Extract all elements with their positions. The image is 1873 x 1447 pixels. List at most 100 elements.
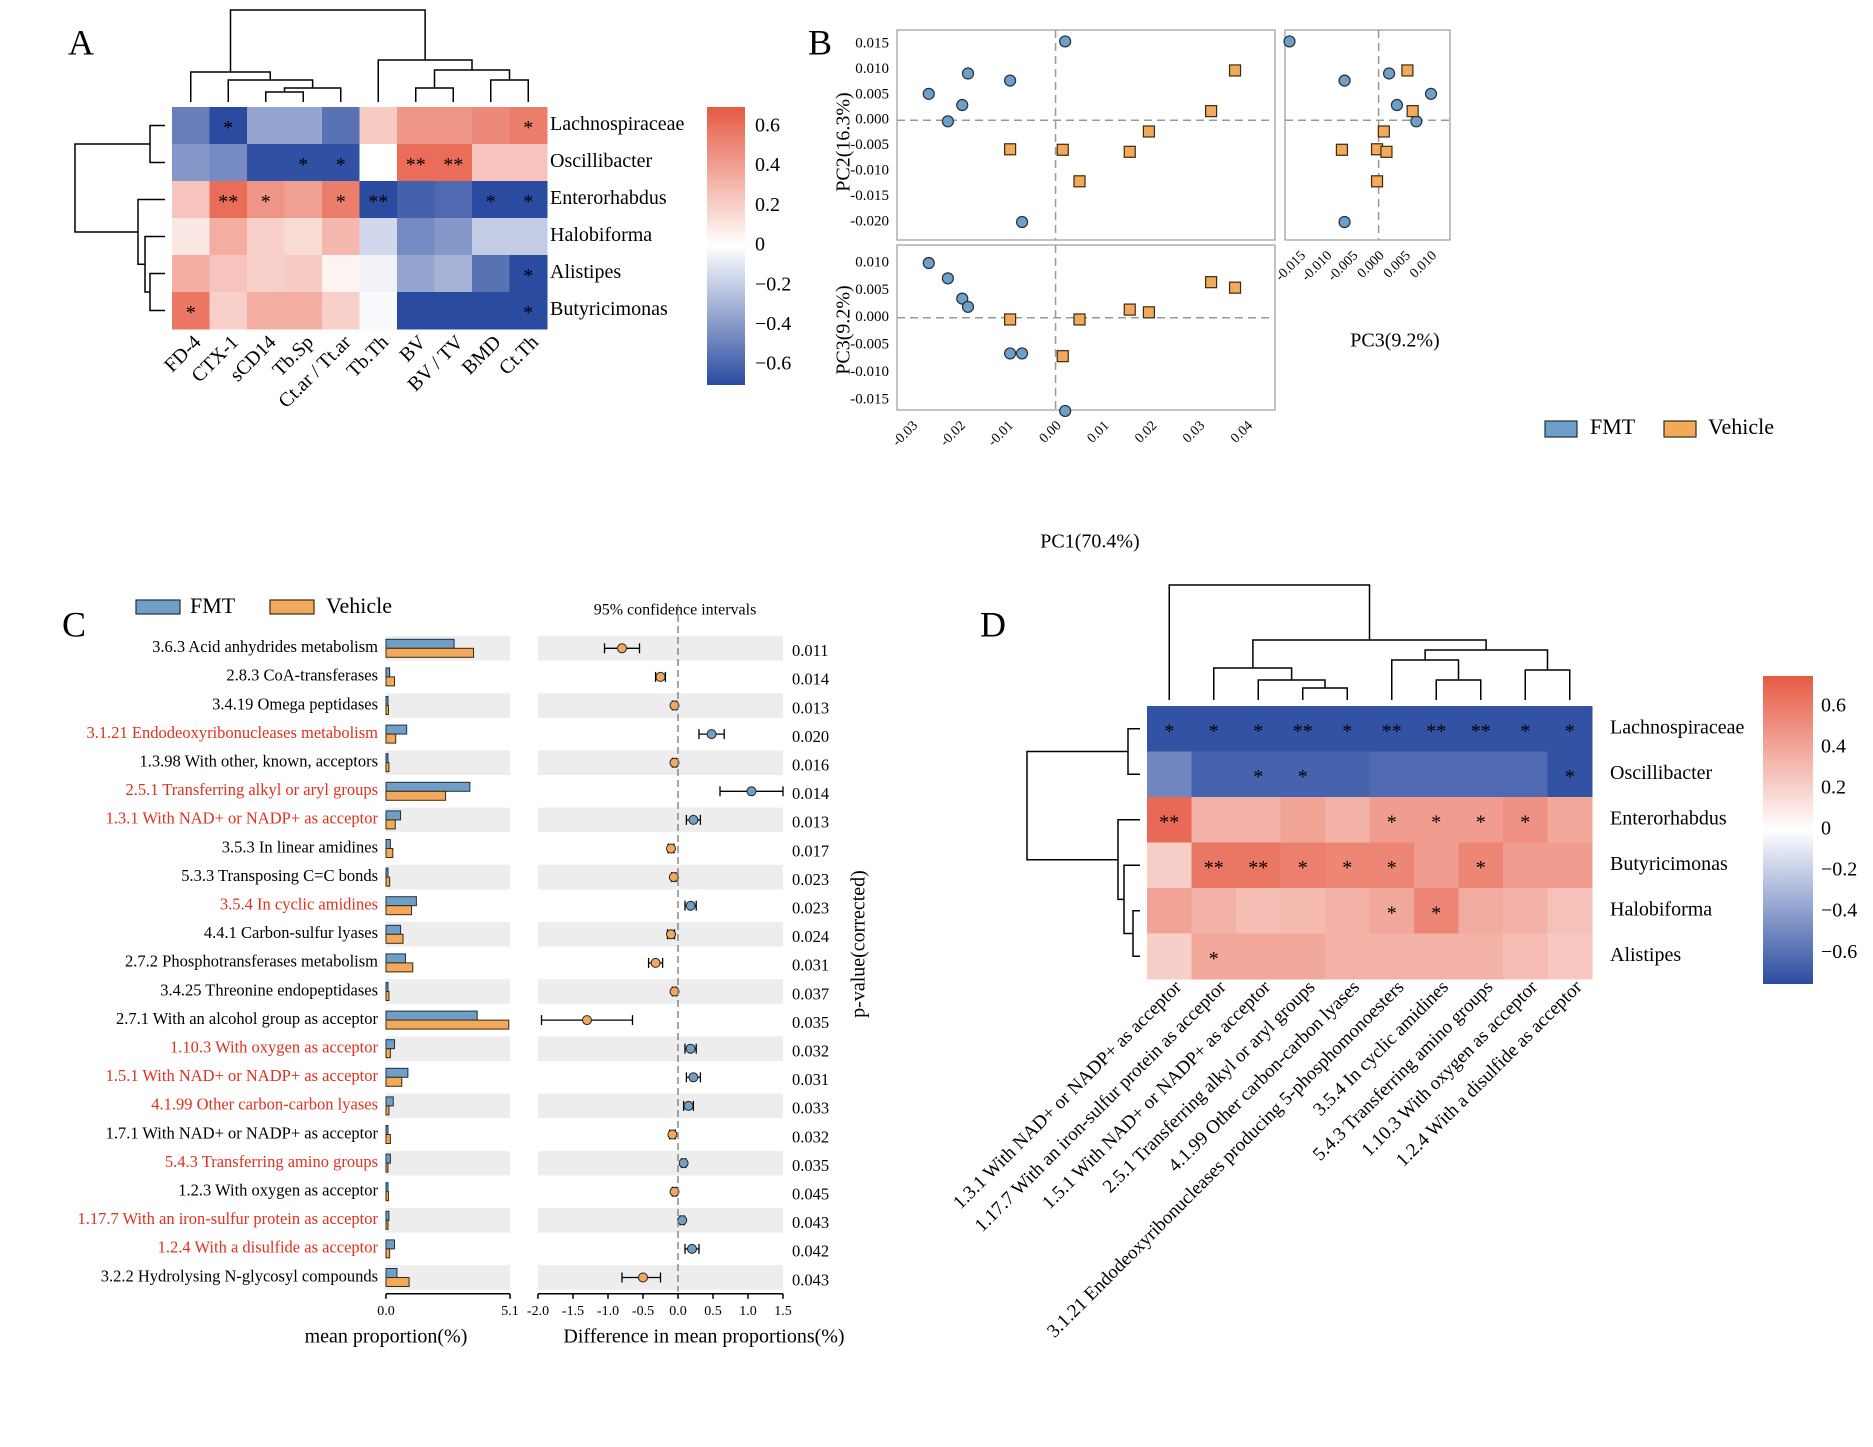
ci-c-row-bg [538, 636, 783, 661]
heatmap-a-cell [509, 107, 548, 145]
bar-c-vehicle [385, 1162, 389, 1173]
ci-c-point [685, 1043, 696, 1054]
heatmap-a-star: * [336, 191, 346, 213]
heatmap-d-star: * [1342, 720, 1352, 742]
scatter-b-y-tick: 0.015 [855, 35, 889, 51]
heatmap-d-cell [1191, 797, 1237, 843]
heatmap-d-cell [1325, 933, 1370, 980]
scatter-b-xlabel: PC3(9.2%) [1350, 330, 1439, 352]
legend-b-fmt-swatch [1544, 420, 1578, 438]
heatmap-a-cell [509, 144, 548, 182]
heatmap-a-cell [284, 218, 323, 256]
dendrogram-a-col [433, 69, 511, 88]
heatmap-d-cell [1280, 797, 1326, 843]
pvalue-c-label: 0.020 [792, 727, 829, 746]
heatmap-a-cell [472, 218, 510, 256]
heatmap-a-cell [397, 144, 435, 182]
heatmap-d-cell [1414, 842, 1459, 889]
ci-c-point [683, 1100, 694, 1111]
heatmap-a-cell [209, 255, 248, 293]
bar-c-vehicle [385, 790, 447, 801]
scatter-b-vehicle-point [1004, 313, 1017, 326]
pvalue-c-label: 0.035 [792, 1013, 829, 1032]
scatter-b-fmt-point [1015, 215, 1029, 229]
heatmap-a-cell [322, 218, 360, 256]
heatmap-a-cell [359, 292, 398, 330]
bar-c-vehicle [385, 705, 389, 715]
heatmap-d-cell [1280, 888, 1326, 934]
scatter-b-y-tick: 0.005 [855, 282, 889, 298]
dendrogram-d-row [1123, 864, 1140, 935]
bar-c-fmt [385, 1239, 396, 1250]
heatmap-a-star: * [523, 117, 533, 139]
dendrogram-d-col [1252, 639, 1487, 668]
bar-c-fmt [385, 1268, 398, 1278]
heatmap-d-cell [1191, 888, 1237, 934]
heatmap-a-cell [322, 144, 360, 182]
heatmap-a-cell [172, 292, 210, 330]
dendrogram-d-col [1168, 584, 1371, 700]
heatmap-a-cell [172, 255, 210, 293]
heatmap-a-cell [359, 255, 398, 293]
heatmap-a-cell [322, 292, 360, 330]
ci-c-point [685, 900, 696, 911]
heatmap-a-cell [434, 107, 473, 145]
bar-c-x-tick: 0.0 [377, 1304, 395, 1319]
dendrogram-a-col [227, 79, 314, 102]
pvalue-c-label: 0.011 [792, 641, 829, 660]
ci-c-point [666, 929, 676, 940]
legend-b-fmt-label: FMT [1590, 414, 1636, 439]
heatmap-d-cell [1414, 933, 1459, 980]
legend-b-vehicle-label: Vehicle [1708, 414, 1774, 439]
pvalue-c-label: 0.033 [792, 1099, 829, 1118]
pvalue-c-label: 0.014 [792, 784, 829, 803]
heatmap-a-star: * [486, 191, 496, 213]
heatmap-a-row-label: Lachnospiraceae [550, 113, 684, 135]
bar-c-vehicle [385, 848, 394, 858]
heatmap-a-star: * [336, 154, 346, 176]
ci-c-x-tick: -2.0 [527, 1304, 549, 1319]
ci-c-point [688, 814, 699, 825]
heatmap-a-cell [397, 218, 435, 256]
ci-c-x-tick: 0.5 [704, 1304, 722, 1319]
heatmap-a-cell [397, 292, 435, 330]
heatmap-d-cell [1503, 797, 1548, 843]
scatter-b-y-tick: 0.000 [855, 309, 889, 325]
pvalue-c-label: 0.032 [792, 1127, 829, 1146]
heatmap-a-cell [434, 144, 473, 182]
ci-c-row-bg [538, 979, 783, 1004]
dendrogram-a-col [415, 87, 454, 102]
heatmap-a-cell [509, 255, 548, 293]
dendrogram-d-row [1127, 728, 1140, 775]
heatmap-a-cell [284, 144, 323, 182]
ci-c-point [617, 643, 627, 654]
heatmap-a-cell [322, 107, 360, 145]
heatmap-d-star: * [1387, 902, 1397, 924]
heatmap-d-star: * [1476, 811, 1486, 833]
ci-c-point [650, 957, 661, 968]
heatmap-a-col-label: Ct.Th [495, 331, 543, 379]
heatmap-d-cell [1503, 933, 1548, 980]
bar-c-fmt [385, 924, 402, 935]
scatter-b-vehicle-point [1401, 64, 1414, 77]
heatmap-a-cell [284, 107, 323, 145]
colorbar-d-tick: 0 [1821, 818, 1831, 840]
scatter-b-fmt-point [1004, 74, 1017, 87]
scatter-b-y-tick: 0.010 [855, 254, 889, 270]
scatter-b-y-tick: 0.005 [855, 86, 889, 102]
bar-c-vehicle [385, 876, 391, 887]
bar-c-row-label: 3.6.3 Acid anhydrides metabolism [152, 637, 378, 656]
ci-c-row-bg [538, 807, 783, 833]
colorbar-a [707, 107, 745, 385]
bar-c-row-label: 3.1.21 Endodeoxyribonucleases metabolism [87, 723, 379, 742]
heatmap-a-cell [359, 107, 398, 145]
bar-c-fmt [385, 1039, 396, 1050]
bar-c-vehicle [385, 991, 390, 1001]
heatmap-d-star: * [1565, 720, 1575, 742]
heatmap-d-star: * [1387, 811, 1397, 833]
bar-c-vehicle [385, 1277, 410, 1287]
bar-c-fmt [385, 953, 406, 964]
colorbar-d-tick: −0.6 [1821, 941, 1857, 963]
heatmap-d-cell [1547, 842, 1593, 889]
